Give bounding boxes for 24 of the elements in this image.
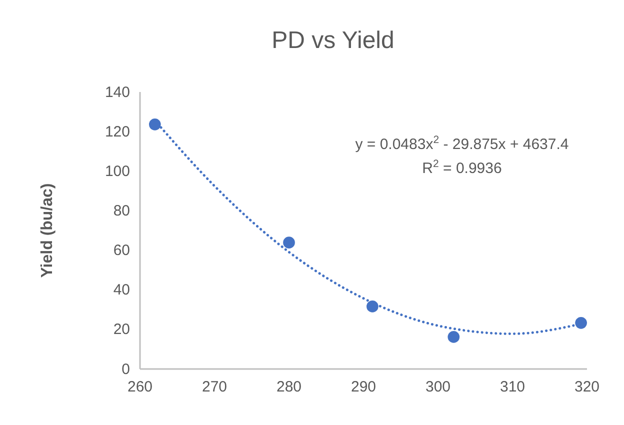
point bbox=[448, 331, 460, 343]
chart-title: PD vs Yield bbox=[272, 27, 394, 54]
x-tick-label: 280 bbox=[276, 378, 302, 396]
point bbox=[575, 316, 587, 329]
x-tick-label: 300 bbox=[425, 378, 451, 396]
x-tick-label: 310 bbox=[500, 378, 526, 396]
x-tick-label: 290 bbox=[350, 378, 376, 396]
y-tick-label: 140 bbox=[104, 84, 130, 101]
y-axis-title: Yield (bu/ac) bbox=[39, 183, 56, 278]
y-tick-label: 120 bbox=[104, 123, 130, 140]
x-tick-label: 260 bbox=[127, 378, 153, 396]
x-tick-label: 270 bbox=[202, 378, 228, 396]
y-tick-label: 80 bbox=[113, 202, 130, 220]
y-tick-label: 0 bbox=[122, 360, 130, 378]
point bbox=[366, 300, 378, 312]
x-tick-label: 320 bbox=[574, 378, 600, 396]
y-tick-label: 40 bbox=[113, 282, 130, 299]
point bbox=[283, 236, 295, 248]
point bbox=[148, 118, 161, 130]
annotation: R$^{2}$ = 0.9936 bbox=[422, 158, 502, 177]
y-tick-label: 100 bbox=[104, 162, 130, 180]
y-tick-label: 60 bbox=[113, 242, 130, 260]
y-tick-label: 20 bbox=[113, 321, 130, 338]
annotation: y = 0.0483x$^{2}$ - 29.875x + 4637.4 bbox=[355, 134, 569, 153]
